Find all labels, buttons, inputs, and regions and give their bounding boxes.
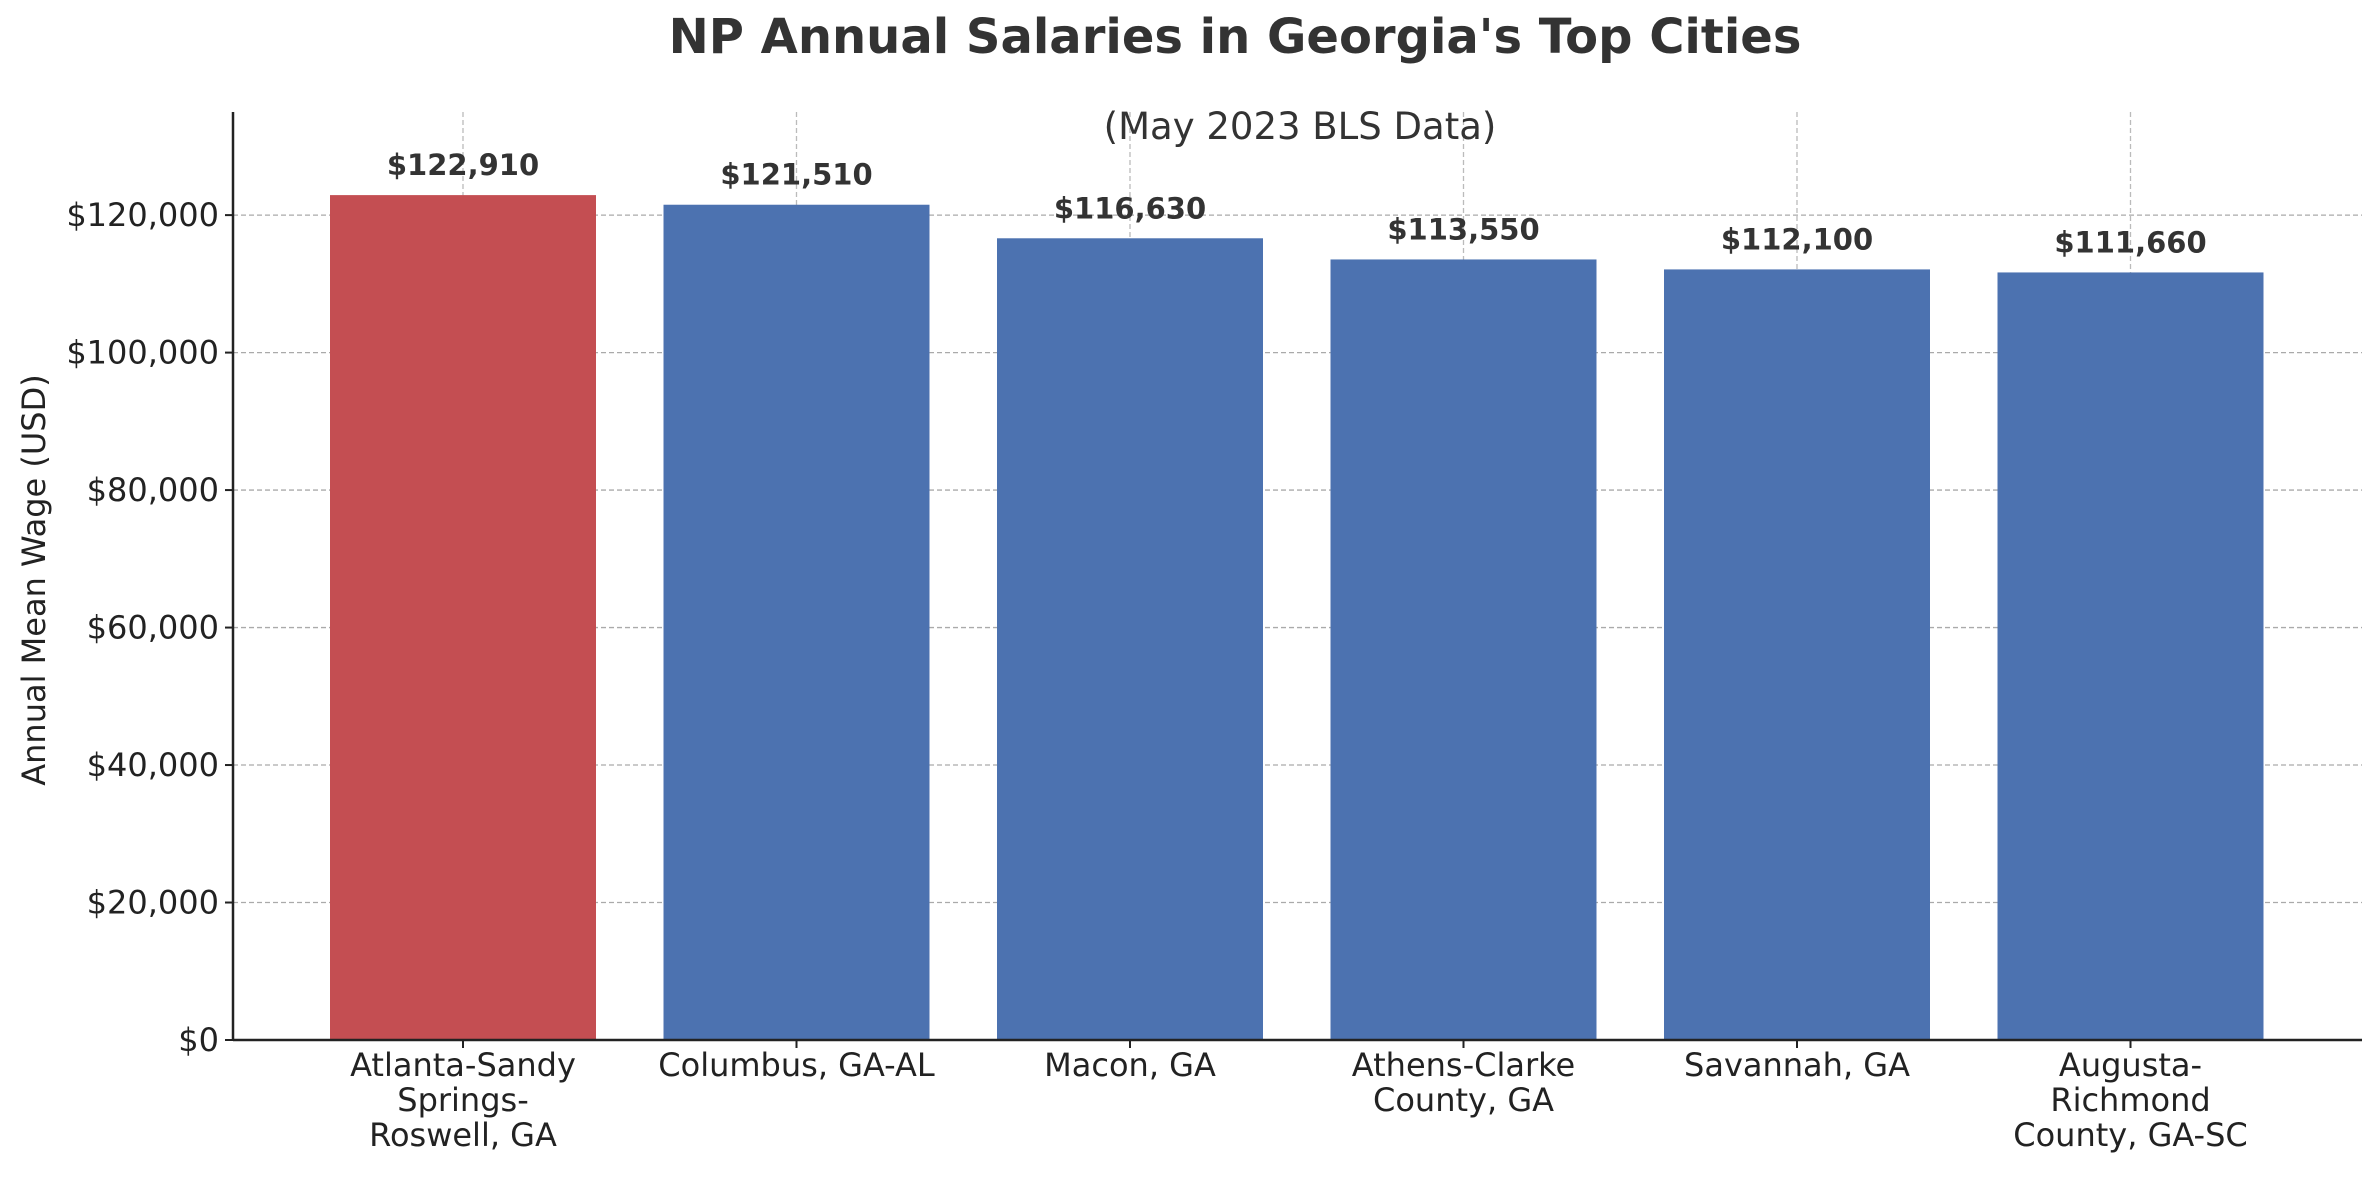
bar [1330,259,1597,1041]
data-label: $116,630 [1054,191,1206,225]
bar [330,195,596,1041]
data-label: $112,100 [1721,222,1873,256]
data-label: $121,510 [720,158,872,192]
x-tick-label: Macon, GA [1044,1046,1216,1084]
x-tick-label-line: Columbus, GA-AL [658,1046,935,1084]
bars [330,195,2264,1041]
x-tick-label: Athens-Clarke County, GA [1352,1046,1575,1119]
y-axis-label: Annual Mean Wage (USD) [15,374,53,785]
ticks: $0 $20,000 $40,000 $60,000 $80,000 $100,000 $1… [66,196,2247,1154]
data-label: $113,550 [1387,212,1539,246]
x-tick-label-line: County, GA [1373,1081,1554,1119]
x-tick-label-line: Athens-Clarke [1352,1046,1575,1084]
x-tick-label-line: Savannah, GA [1684,1046,1910,1084]
x-tick-label-line: Macon, GA [1044,1046,1216,1084]
y-tick-label: $60,000 [87,609,219,647]
axes [231,112,2362,1042]
y-tick-label: $40,000 [87,746,219,784]
chart-title: NP Annual Salaries in Georgia's Top Citi… [669,9,1802,65]
data-label: $122,910 [387,148,539,182]
x-tick-label: Savannah, GA [1684,1046,1910,1084]
bar [663,204,930,1040]
y-tick-label: $100,000 [66,334,219,372]
bar [1664,269,1930,1041]
bar [1997,272,2264,1040]
data-label: $111,660 [2054,225,2206,259]
x-tick-label-line: Atlanta-Sandy [350,1046,576,1084]
x-tick-label-line: Augusta- [2059,1046,2202,1084]
x-tick-label-line: Springs- [397,1081,528,1119]
data-labels: $122,910 $121,510 $116,630 $113,550 $112,100… [387,148,2207,259]
x-tick-label: Columbus, GA-AL [658,1046,935,1084]
x-tick-label-line: Richmond [2050,1081,2210,1119]
y-tick-label: $80,000 [87,471,219,509]
y-tick-label: $20,000 [87,884,219,922]
bar [997,238,1263,1040]
chart-subtitle: (May 2023 BLS Data) [1104,105,1497,148]
y-tick-label: $0 [178,1021,219,1059]
x-tick-label-line: County, GA-SC [2013,1116,2248,1154]
x-tick-label: Atlanta-Sandy Springs-Roswell, GA [350,1046,576,1154]
x-tick-label-line: Roswell, GA [369,1116,557,1154]
x-tick-label: Augusta-Richmond County, GA-SC [2013,1046,2248,1154]
y-tick-label: $120,000 [66,196,219,234]
